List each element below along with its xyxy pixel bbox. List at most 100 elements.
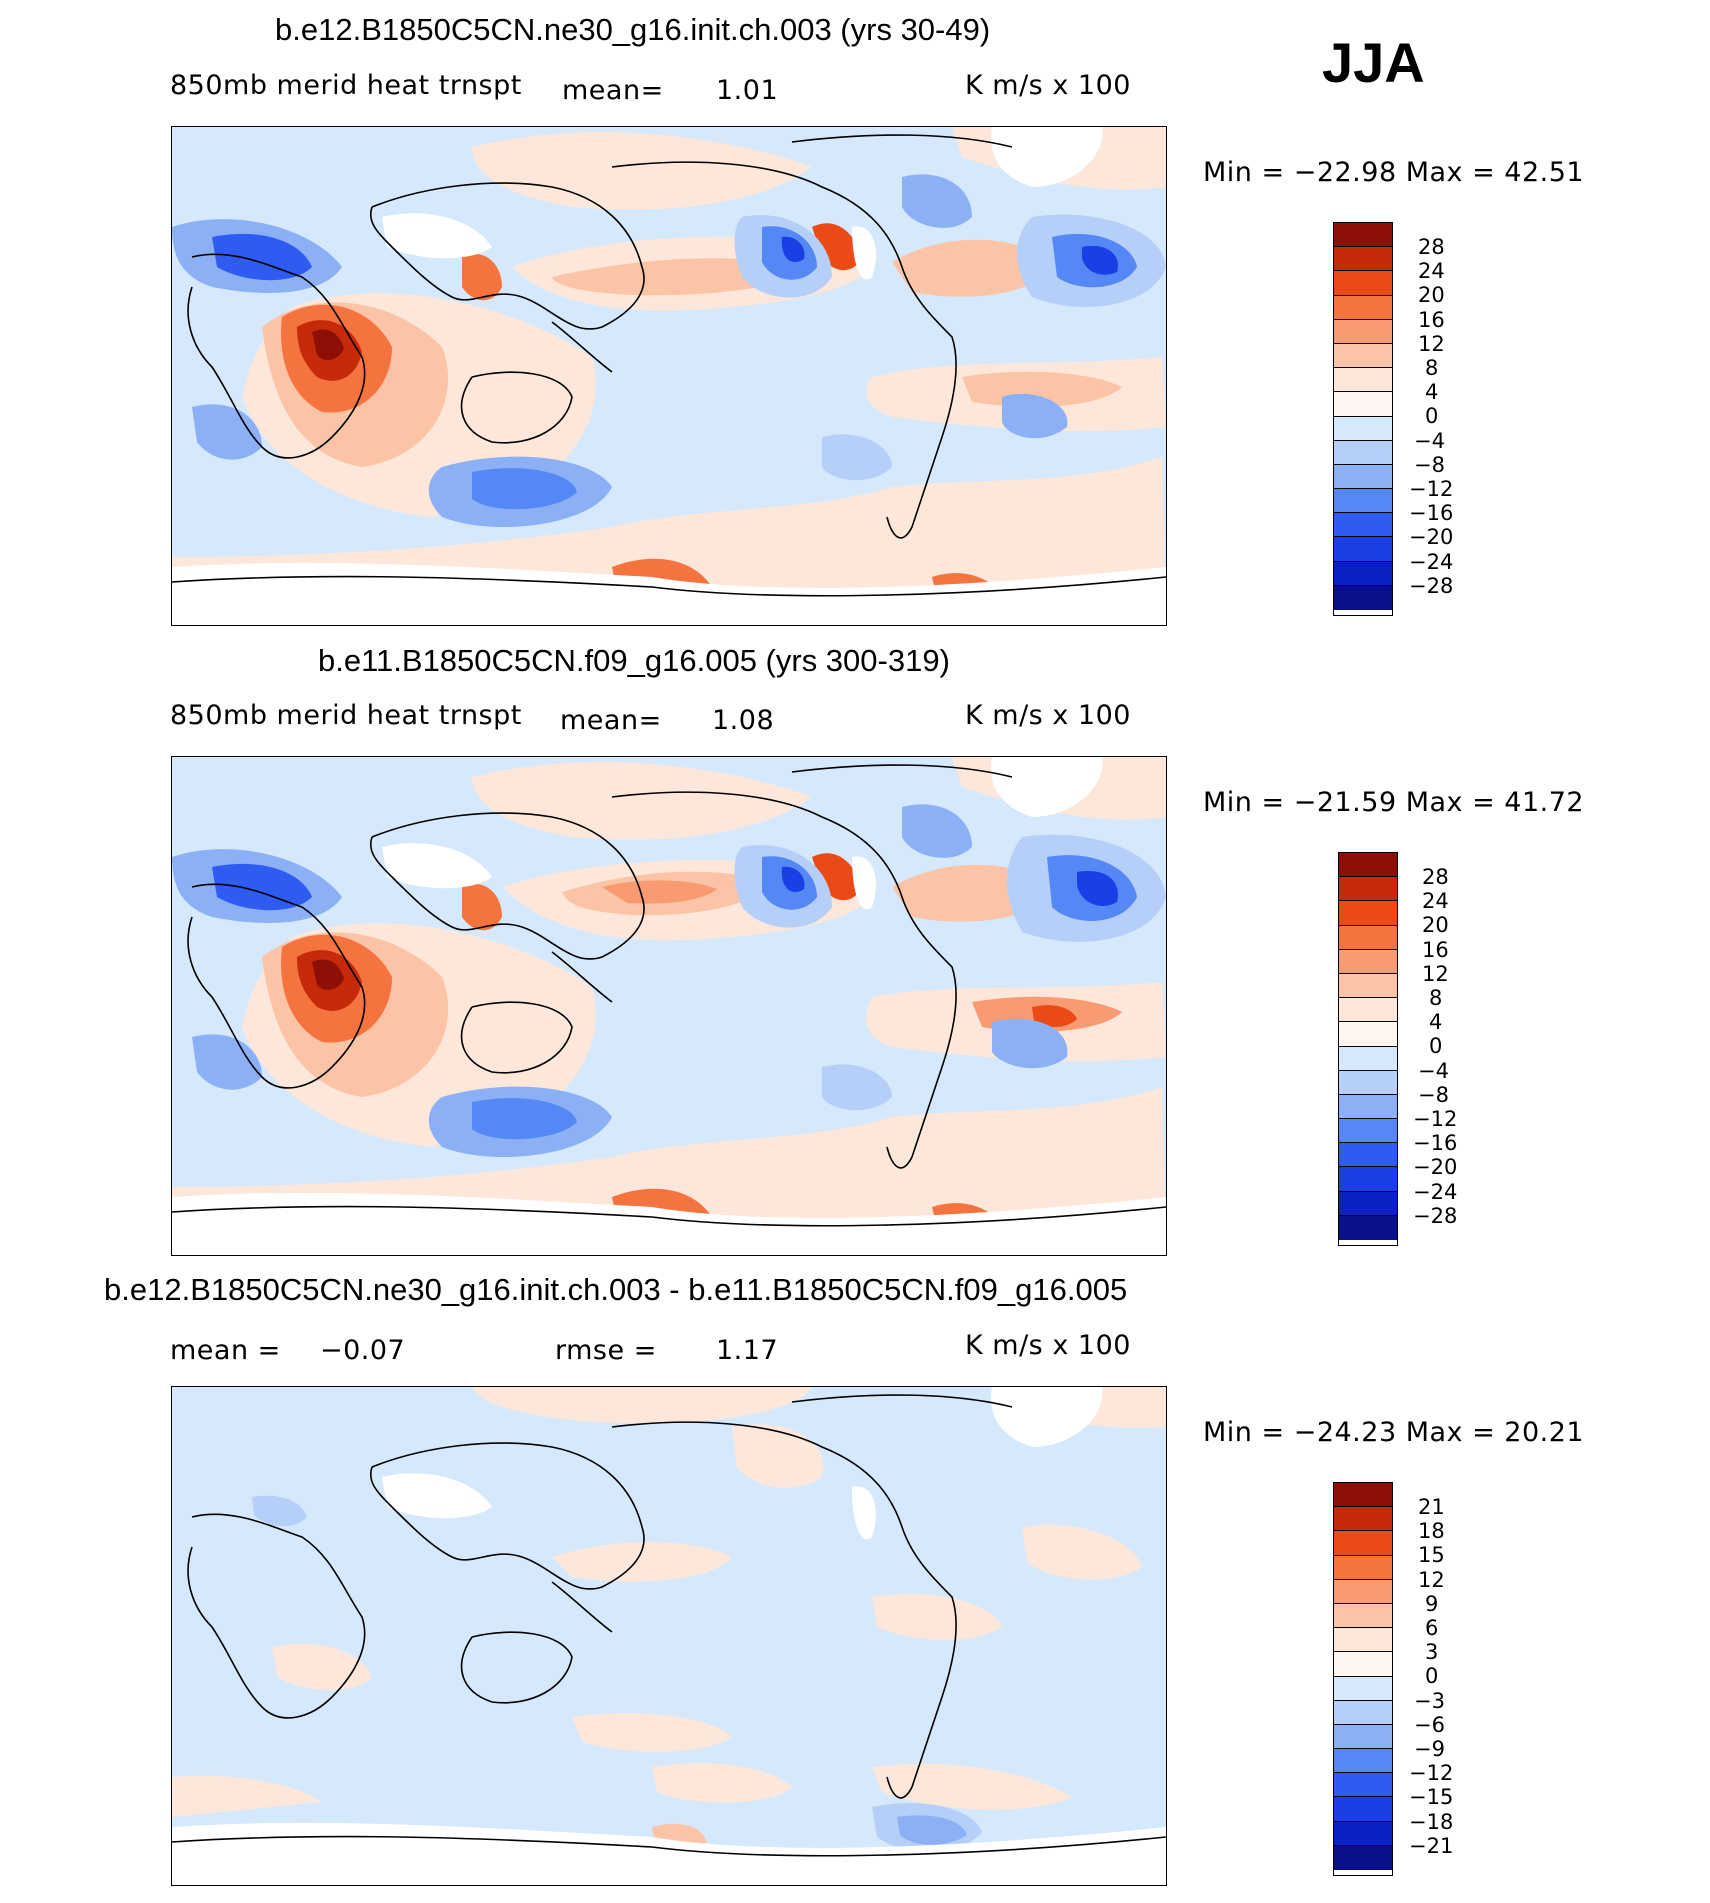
panel-2-colorbar-cell xyxy=(1339,1143,1397,1168)
panel-1-colorbar-cell xyxy=(1334,464,1392,490)
panel-1-colorbar-cell xyxy=(1334,416,1392,441)
panel-2-colorbar-label: 8 xyxy=(1429,986,1443,1010)
panel-2-colorbar-cell xyxy=(1339,1119,1397,1144)
panel-2-colorbar-cell xyxy=(1339,925,1397,950)
panel-2-variable: 850mb merid heat trnspt xyxy=(170,700,522,731)
panel-2-contour-field xyxy=(172,757,1166,1255)
panel-3-colorbar-label: −9 xyxy=(1414,1737,1445,1761)
panel-1-colorbar-cell xyxy=(1334,561,1392,586)
panel-3-colorbar-label: −15 xyxy=(1409,1785,1454,1809)
panel-3-colorbar-cell xyxy=(1334,1579,1392,1604)
panel-2-colorbar-label: 0 xyxy=(1429,1034,1443,1058)
panel-2-colorbar-label: −28 xyxy=(1413,1204,1458,1228)
panel-1-colorbar-label: −4 xyxy=(1414,429,1445,453)
panel-2-colorbar-cell xyxy=(1339,853,1397,878)
panel-3-colorbar-label: −12 xyxy=(1409,1761,1454,1785)
panel-3-colorbar-label: 15 xyxy=(1418,1543,1445,1567)
panel-1-colorbar-label: 8 xyxy=(1425,356,1439,380)
panel-1-colorbar-label: 0 xyxy=(1425,404,1439,428)
panel-1-mean-value: 1.01 xyxy=(716,75,779,106)
panel-2-colorbar-label: −20 xyxy=(1413,1155,1458,1179)
panel-1-colorbar-cell xyxy=(1334,319,1392,344)
panel-2-colorbar-cell xyxy=(1339,1167,1397,1192)
panel-1-colorbar-label: −16 xyxy=(1409,501,1454,525)
panel-2-colorbar-label: 12 xyxy=(1422,962,1449,986)
panel-1-colorbar-label: 24 xyxy=(1418,259,1445,283)
panel-3-colorbar-label: 21 xyxy=(1418,1495,1445,1519)
panel-3-colorbar-cell xyxy=(1334,1652,1392,1677)
panel-1-colorbar-cell xyxy=(1334,513,1392,538)
panel-2-colorbar-label: −16 xyxy=(1413,1131,1458,1155)
panel-3-colorbar-label: −18 xyxy=(1409,1810,1454,1834)
panel-3-map xyxy=(171,1386,1167,1886)
panel-2-mean-value: 1.08 xyxy=(712,705,775,736)
panel-1-colorbar-cell xyxy=(1334,537,1392,562)
panel-1-colorbar-label: 28 xyxy=(1418,235,1445,259)
panel-3-rmse-value: 1.17 xyxy=(716,1335,779,1366)
panel-2-colorbar-label: −8 xyxy=(1418,1083,1449,1107)
panel-1-colorbar-label: −8 xyxy=(1414,453,1445,477)
panel-2-units: K m/s x 100 xyxy=(965,700,1131,731)
panel-3-colorbar-cell xyxy=(1334,1603,1392,1629)
panel-1-colorbar-label: 16 xyxy=(1418,308,1445,332)
panel-1-mean-label: mean= xyxy=(562,75,664,106)
panel-2-mean-label: mean= xyxy=(560,705,662,736)
panel-2-colorbar-cell xyxy=(1339,1094,1397,1120)
panel-3-colorbar-label: 3 xyxy=(1425,1640,1439,1664)
panel-3-colorbar-cell xyxy=(1334,1797,1392,1822)
panel-1-colorbar-label: 12 xyxy=(1418,332,1445,356)
panel-3-mean-label: mean = xyxy=(170,1335,281,1366)
panel-2-colorbar-label: 16 xyxy=(1422,938,1449,962)
panel-3-colorbar-cell xyxy=(1334,1531,1392,1556)
panel-3-mean-value: −0.07 xyxy=(320,1335,406,1366)
season-label: JJA xyxy=(1322,31,1425,94)
panel-1-colorbar-cell xyxy=(1334,585,1392,610)
panel-2-colorbar-label: 4 xyxy=(1429,1010,1443,1034)
panel-3-colorbar-cell xyxy=(1334,1845,1392,1870)
panel-3-colorbar-label: 0 xyxy=(1425,1664,1439,1688)
panel-2-colorbar-label: −12 xyxy=(1413,1107,1458,1131)
panel-1-variable: 850mb merid heat trnspt xyxy=(170,70,522,101)
panel-1-colorbar-cell xyxy=(1334,440,1392,465)
panel-3-colorbar-label: −21 xyxy=(1409,1834,1454,1858)
panel-2-min-max: Min = −21.59 Max = 41.72 xyxy=(1203,787,1585,818)
panel-1-colorbar-cell xyxy=(1334,368,1392,393)
panel-2-colorbar-cell xyxy=(1339,1022,1397,1047)
panel-2-colorbar-cell xyxy=(1339,1070,1397,1095)
panel-3-colorbar-cell xyxy=(1334,1628,1392,1653)
panel-1-min-max: Min = −22.98 Max = 42.51 xyxy=(1203,157,1585,188)
panel-1-colorbar-label: −20 xyxy=(1409,525,1454,549)
panel-3-colorbar-cell xyxy=(1334,1749,1392,1774)
panel-1-colorbar-label: 4 xyxy=(1425,380,1439,404)
panel-1-colorbar-label: 20 xyxy=(1418,283,1445,307)
panel-1-colorbar-cell xyxy=(1334,223,1392,248)
panel-3-colorbar-cell xyxy=(1334,1507,1392,1532)
panel-3-rmse-label: rmse = xyxy=(555,1335,657,1366)
panel-1-map xyxy=(171,126,1167,626)
panel-2-colorbar-cell xyxy=(1339,1215,1397,1240)
panel-3-contour-field xyxy=(172,1387,1166,1885)
panel-2-colorbar-cell xyxy=(1339,949,1397,974)
panel-1-colorbar-cell xyxy=(1334,295,1392,320)
panel-3-colorbar xyxy=(1333,1482,1393,1876)
panel-3-title: b.e12.B1850C5CN.ne30_g16.init.ch.003 - b… xyxy=(104,1272,1128,1307)
panel-3-min-max: Min = −24.23 Max = 20.21 xyxy=(1203,1417,1585,1448)
panel-2-colorbar-label: −24 xyxy=(1413,1180,1458,1204)
panel-3-colorbar-cell xyxy=(1334,1773,1392,1798)
panel-3-colorbar-label: −3 xyxy=(1414,1689,1445,1713)
panel-2-colorbar-cell xyxy=(1339,1191,1397,1216)
panel-2-colorbar-cell xyxy=(1339,877,1397,902)
panel-2-colorbar-label: 28 xyxy=(1422,865,1449,889)
panel-3-colorbar-label: 18 xyxy=(1418,1519,1445,1543)
panel-2-colorbar-cell xyxy=(1339,973,1397,999)
panel-3-colorbar-cell xyxy=(1334,1555,1392,1580)
panel-2-colorbar-label: 20 xyxy=(1422,913,1449,937)
panel-2-colorbar-cell xyxy=(1339,1046,1397,1071)
panel-1-colorbar-label: −12 xyxy=(1409,477,1454,501)
panel-3-colorbar-cell xyxy=(1334,1700,1392,1725)
panel-1-colorbar-cell xyxy=(1334,489,1392,514)
panel-2-map xyxy=(171,756,1167,1256)
panel-1-colorbar-cell xyxy=(1334,247,1392,272)
panel-2-colorbar-label: 24 xyxy=(1422,889,1449,913)
panel-1-colorbar-cell xyxy=(1334,343,1392,369)
